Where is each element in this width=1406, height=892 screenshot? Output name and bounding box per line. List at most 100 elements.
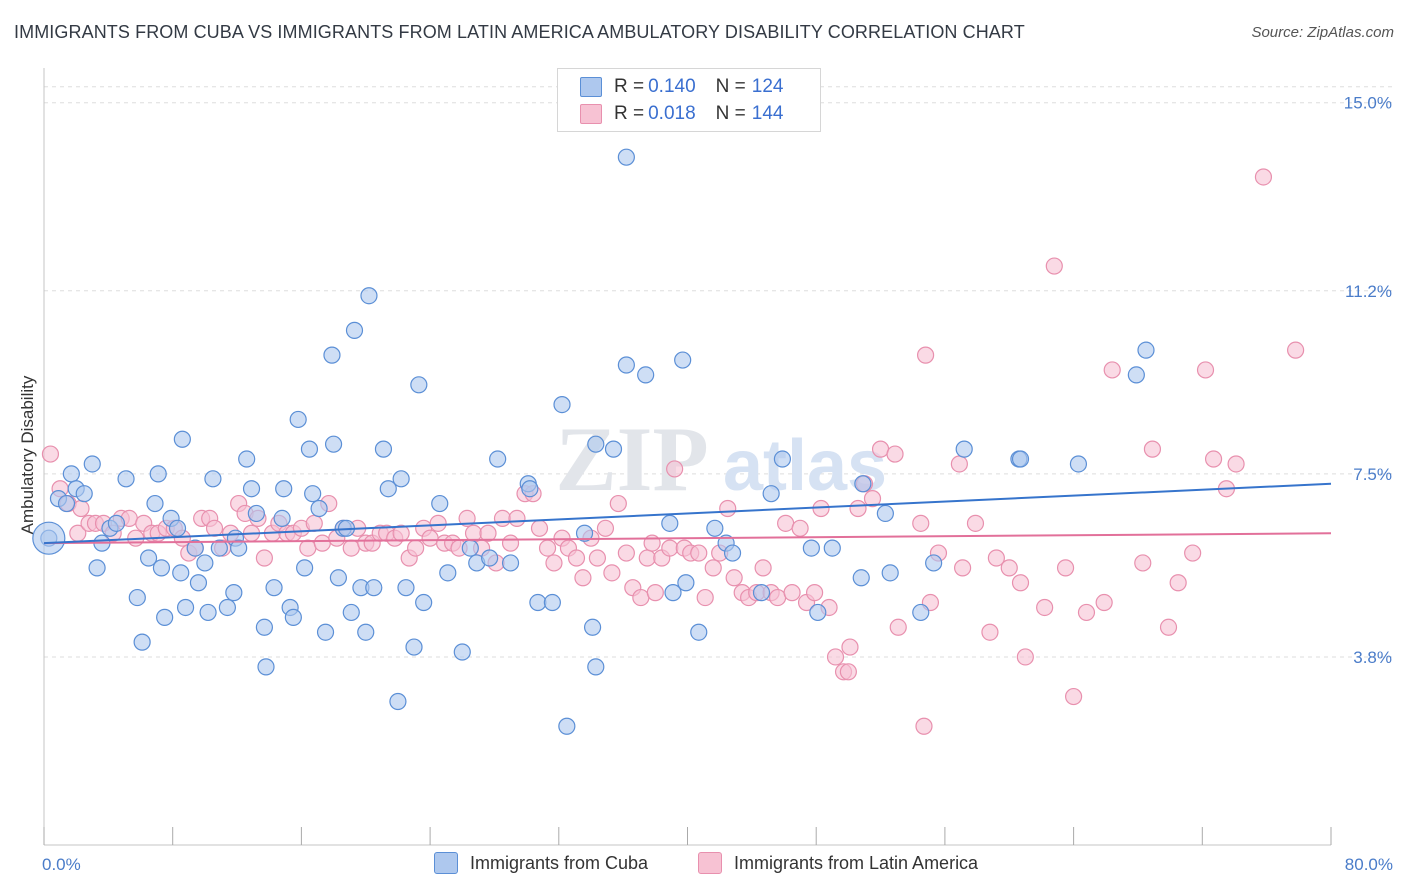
data-point-cuba <box>521 480 539 498</box>
trend-line-cuba <box>43 482 1332 545</box>
data-point-latam <box>1169 574 1187 592</box>
data-point-latam <box>966 514 985 532</box>
data-point-cuba <box>881 564 899 582</box>
data-point-cuba <box>357 623 375 641</box>
series-cuba-points <box>32 148 1155 735</box>
data-point-cuba <box>196 554 214 572</box>
data-point-latam <box>1064 687 1083 706</box>
data-point-cuba <box>238 450 256 468</box>
legend-swatch-cuba <box>580 77 602 97</box>
legend-swatch-latam <box>698 852 722 874</box>
data-point-cuba <box>152 559 171 577</box>
legend-item-cuba[interactable]: Immigrants from Cuba <box>434 852 648 874</box>
data-point-latam <box>839 663 857 681</box>
data-point-latam <box>1227 455 1245 473</box>
data-point-latam <box>305 514 323 532</box>
data-point-cuba <box>575 524 594 542</box>
data-point-latam <box>1036 598 1054 617</box>
data-point-cuba <box>823 539 841 557</box>
data-point-latam <box>841 638 859 656</box>
data-point-cuba <box>415 593 433 612</box>
data-point-cuba <box>273 509 291 528</box>
data-point-latam <box>704 559 722 577</box>
data-point-cuba <box>62 465 80 483</box>
data-point-cuba <box>809 603 827 622</box>
data-point-latam <box>1204 450 1223 468</box>
data-point-cuba <box>661 514 679 532</box>
data-point-cuba <box>210 539 228 557</box>
data-point-latam <box>638 549 656 567</box>
data-point-cuba <box>342 603 360 622</box>
data-point-cuba <box>617 148 635 166</box>
data-point-cuba <box>284 608 302 626</box>
data-point-cuba <box>316 623 335 641</box>
data-point-cuba <box>604 440 623 458</box>
data-point-latam <box>915 717 933 735</box>
data-point-latam <box>609 494 627 513</box>
watermark-zip: ZIP <box>555 408 708 510</box>
data-point-latam <box>1077 603 1096 622</box>
data-point-latam <box>72 499 90 518</box>
data-point-cuba <box>664 584 682 602</box>
data-point-cuba <box>410 376 428 394</box>
data-point-cuba <box>453 643 471 661</box>
data-point-latam <box>805 584 824 602</box>
data-point-cuba <box>265 579 283 597</box>
data-point-cuba <box>773 450 792 468</box>
data-point-cuba <box>225 584 243 602</box>
legend-r-value: 0.018 <box>648 103 696 124</box>
data-point-latam <box>617 544 635 562</box>
trend-line-latam <box>43 532 1332 545</box>
data-point-latam <box>987 549 1005 567</box>
data-point-latam <box>596 519 615 537</box>
chart-title: IMMIGRANTS FROM CUBA VS IMMIGRANTS FROM … <box>14 22 1025 42</box>
data-point-cuba <box>255 618 273 636</box>
data-point-latam <box>458 509 476 528</box>
data-point-latam <box>603 564 621 582</box>
data-point-cuba <box>677 574 695 592</box>
y-tick-label: 7.5% <box>1353 465 1392 484</box>
data-point-cuba <box>345 321 364 339</box>
data-point-cuba <box>189 574 208 592</box>
data-point-latam <box>1134 554 1152 572</box>
legend-n-value: 144 <box>751 103 784 124</box>
data-point-latam <box>783 584 801 602</box>
series-legend: Immigrants from Cuba Immigrants from Lat… <box>0 852 1406 878</box>
data-point-cuba <box>706 519 724 537</box>
data-point-cuba <box>300 440 319 458</box>
data-point-cuba <box>752 584 771 602</box>
data-point-latam <box>1287 341 1305 359</box>
data-point-latam <box>1016 648 1034 666</box>
data-point-cuba <box>218 598 236 617</box>
data-point-latam <box>777 514 795 532</box>
data-point-latam <box>545 554 563 572</box>
y-tick-label: 3.8% <box>1353 648 1392 667</box>
data-point-latam <box>950 455 968 473</box>
data-point-cuba <box>329 569 348 587</box>
data-point-cuba <box>912 603 930 622</box>
data-point-cuba <box>723 544 742 562</box>
y-tick-labels: 3.8% 7.5% 11.2% 15.0% <box>1344 94 1392 667</box>
data-point-cuba <box>57 494 76 513</box>
data-point-cuba <box>854 475 872 493</box>
data-point-cuba <box>461 539 479 557</box>
data-point-cuba <box>529 593 547 612</box>
data-point-latam <box>1056 559 1075 577</box>
data-point-latam <box>1045 257 1063 275</box>
data-point-latam <box>501 534 520 552</box>
data-point-latam <box>313 534 331 552</box>
legend-item-latam[interactable]: Immigrants from Latin America <box>698 852 978 874</box>
data-point-latam <box>1103 361 1121 379</box>
legend-n-value: 124 <box>751 76 784 97</box>
data-point-latam <box>719 499 737 518</box>
data-point-latam <box>1143 440 1162 458</box>
data-point-cuba <box>876 504 894 523</box>
data-point-cuba <box>955 440 973 458</box>
data-point-latam <box>889 618 907 636</box>
data-point-cuba <box>392 470 410 488</box>
data-point-latam <box>953 559 972 577</box>
data-point-cuba <box>674 351 692 369</box>
data-point-cuba <box>379 480 397 498</box>
data-point-latam <box>725 569 743 587</box>
